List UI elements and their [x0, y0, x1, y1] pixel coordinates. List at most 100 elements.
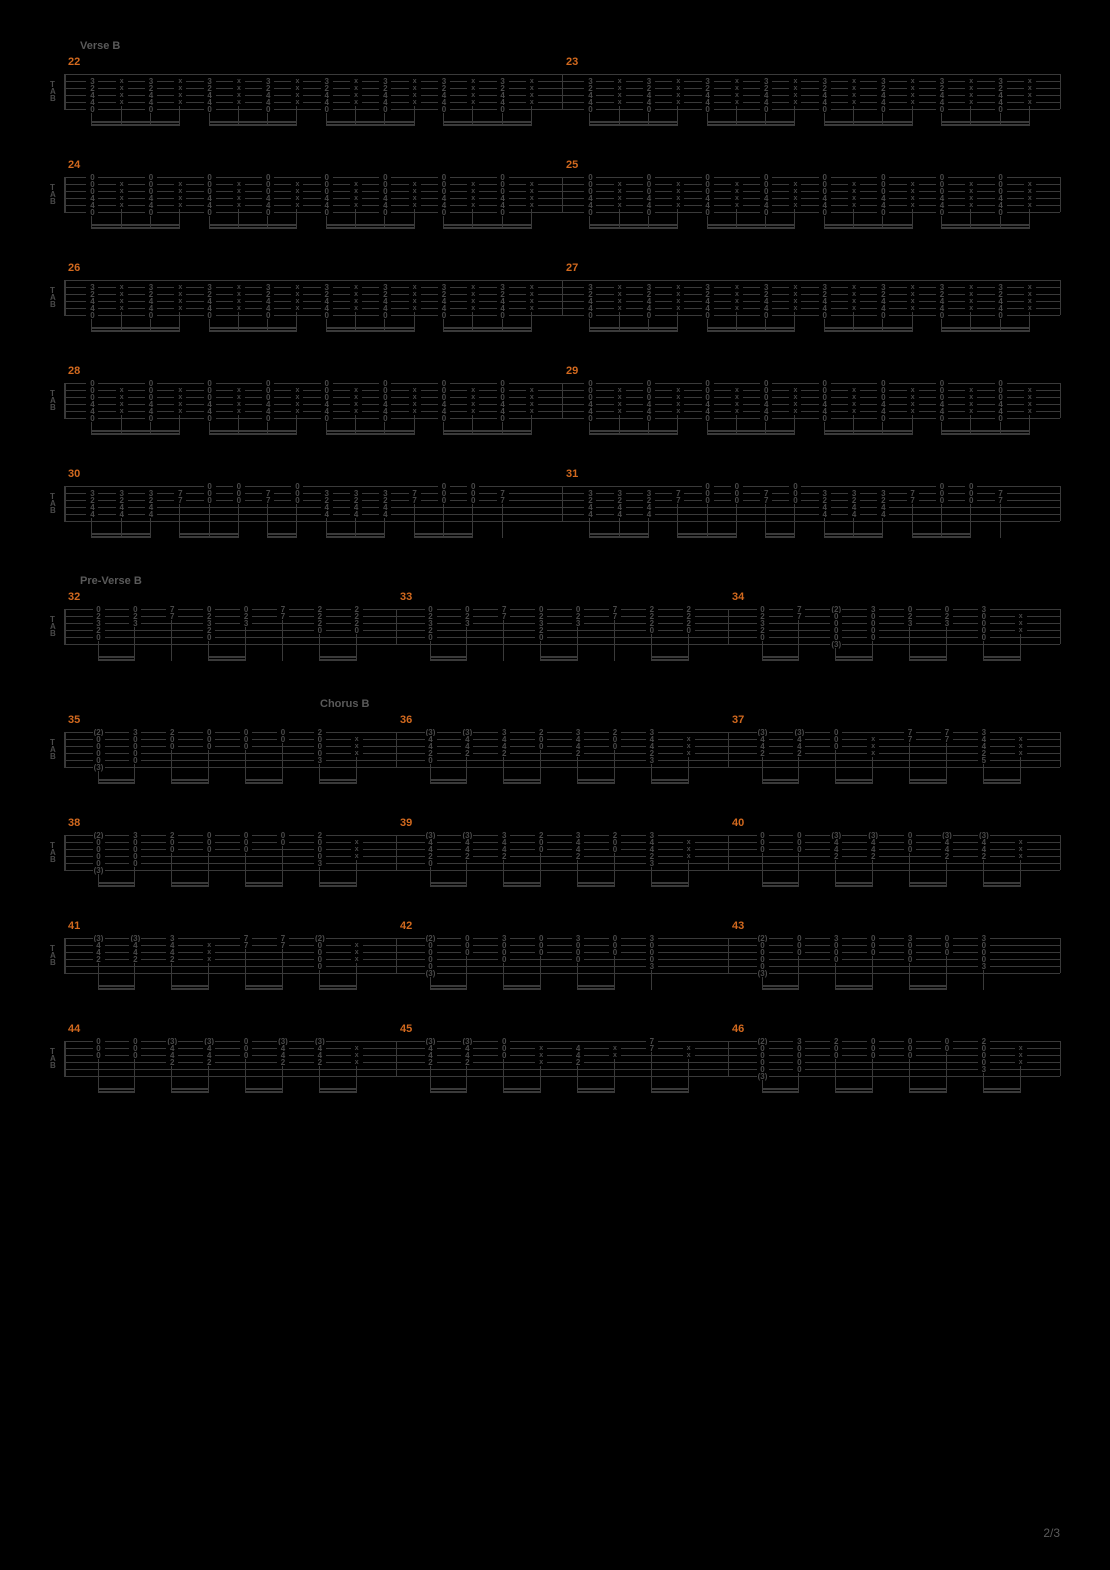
beam — [503, 782, 540, 784]
fret-number: 2 — [277, 1059, 289, 1066]
fret-number: x — [614, 394, 626, 401]
fret-number: x — [467, 195, 479, 202]
note-stem — [296, 415, 297, 435]
note-stem — [121, 312, 122, 332]
fret-number: 7 — [497, 497, 509, 504]
beam — [912, 533, 971, 535]
note-stem — [853, 209, 854, 229]
staff-line — [64, 973, 1060, 974]
measure-number: 39 — [400, 817, 412, 829]
fret-number: x — [848, 305, 860, 312]
fret-number: 0 — [584, 209, 596, 216]
beam — [326, 430, 414, 432]
fret-number: 0 — [291, 497, 303, 504]
fret-number: x — [467, 298, 479, 305]
measure-number: 27 — [566, 262, 578, 274]
fret-number: 2 — [314, 1059, 326, 1066]
fret-number: x — [291, 401, 303, 408]
note-stem — [179, 209, 180, 229]
fret-number: 0 — [702, 312, 714, 319]
fret-number: x — [848, 298, 860, 305]
beam — [824, 121, 912, 123]
staff-line — [64, 870, 1060, 871]
fret-number: 0 — [145, 106, 157, 113]
fret-number: (3) — [93, 867, 105, 874]
fret-number: x — [174, 291, 186, 298]
measure-number: 38 — [68, 817, 80, 829]
fret-number: x — [233, 408, 245, 415]
fret-number: x — [350, 394, 362, 401]
beam — [91, 536, 150, 538]
note-stem — [946, 1052, 947, 1093]
note-stem — [296, 209, 297, 229]
beam — [909, 1088, 946, 1090]
fret-number: x — [233, 401, 245, 408]
barline — [396, 1041, 397, 1076]
note-stem — [282, 846, 283, 887]
fret-number: x — [1015, 1045, 1027, 1052]
beam — [91, 121, 179, 123]
beam — [171, 882, 208, 884]
fret-number: x — [672, 387, 684, 394]
fret-number: x — [907, 78, 919, 85]
fret-number: 0 — [129, 757, 141, 764]
fret-number: 2 — [830, 853, 842, 860]
fret-number: x — [614, 85, 626, 92]
note-stem — [179, 312, 180, 332]
fret-number: x — [350, 305, 362, 312]
fret-number: x — [409, 291, 421, 298]
note-stem — [736, 415, 737, 435]
fret-number: x — [233, 85, 245, 92]
fret-number: 3 — [978, 1066, 990, 1073]
tab-system: TAB2232440xxxx32440xxxx32440xxxx32440xxx… — [50, 60, 1060, 135]
fret-number: 7 — [672, 497, 684, 504]
beam — [91, 430, 179, 432]
fret-number: 0 — [584, 415, 596, 422]
fret-number: 0 — [941, 1045, 953, 1052]
fret-number: 0 — [314, 963, 326, 970]
tab-clef: TAB — [50, 493, 56, 514]
note-stem — [238, 415, 239, 435]
beam — [430, 1088, 467, 1090]
fret-number: x — [350, 401, 362, 408]
note-stem — [355, 312, 356, 332]
fret-number: x — [174, 387, 186, 394]
note-stem — [798, 853, 799, 887]
fret-number: x — [116, 202, 128, 209]
fret-number: x — [965, 305, 977, 312]
beam — [209, 327, 297, 329]
note-stem — [824, 518, 825, 538]
note-stem — [614, 620, 615, 661]
fret-number: x — [609, 1045, 621, 1052]
fret-number: x — [672, 85, 684, 92]
fret-number: 7 — [793, 613, 805, 620]
fret-number: 4 — [614, 511, 626, 518]
fret-number: x — [683, 853, 695, 860]
fret-number: x — [116, 305, 128, 312]
fret-number: 0 — [438, 106, 450, 113]
fret-number: x — [116, 298, 128, 305]
note-stem — [1020, 634, 1021, 661]
note-stem — [651, 1052, 652, 1093]
fret-number: x — [350, 202, 362, 209]
fret-number: 7 — [277, 942, 289, 949]
fret-number: 0 — [145, 209, 157, 216]
fret-number: x — [535, 1059, 547, 1066]
fret-number: x — [526, 305, 538, 312]
beam — [319, 1091, 356, 1093]
beam — [835, 885, 872, 887]
fret-number: 0 — [321, 415, 333, 422]
beam — [909, 882, 946, 884]
note-stem — [1029, 209, 1030, 229]
beam — [835, 1091, 872, 1093]
beam — [762, 779, 799, 781]
beam — [443, 430, 531, 432]
fret-number: x — [789, 99, 801, 106]
fret-number: x — [526, 291, 538, 298]
beam — [503, 885, 540, 887]
beam — [443, 330, 531, 332]
fret-number: x — [291, 394, 303, 401]
fret-number: 3 — [646, 963, 658, 970]
fret-number: x — [1024, 291, 1036, 298]
note-stem — [121, 518, 122, 538]
